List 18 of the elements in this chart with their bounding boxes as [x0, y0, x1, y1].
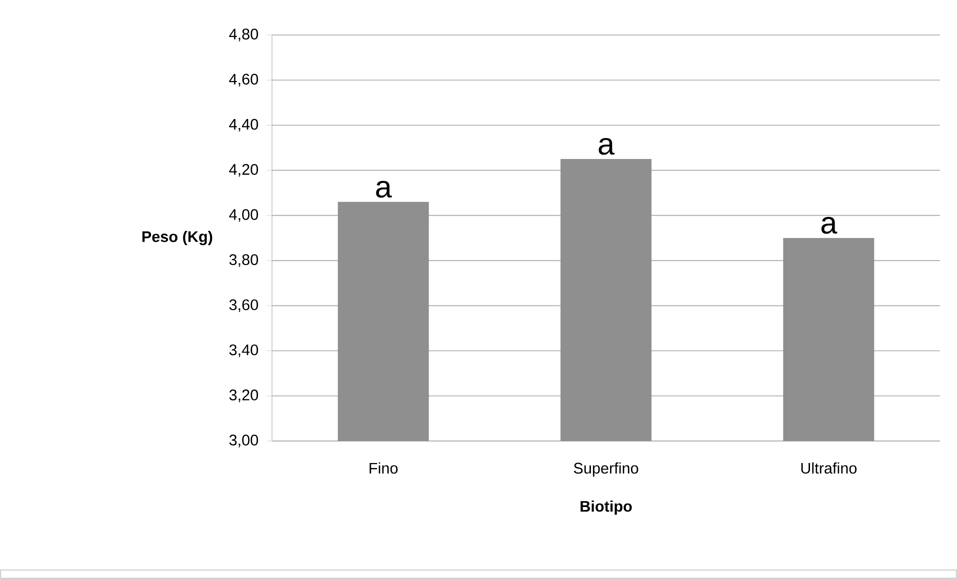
y-tick-label: 3,60 — [229, 299, 258, 312]
y-tick-label: 3,00 — [229, 434, 258, 448]
x-axis-title: Biotipo — [580, 500, 632, 515]
annotation: a — [821, 216, 838, 234]
y-axis-title: Peso (Kg) — [142, 230, 212, 246]
y-tick-label: 3,20 — [229, 390, 258, 402]
y-tick-label: 4,40 — [229, 118, 258, 132]
annotation: a — [598, 138, 615, 155]
y-tick-label: 4,00 — [229, 209, 258, 222]
y-tick-label: 3,40 — [229, 344, 258, 358]
y-tick-label: 4,20 — [229, 164, 258, 177]
y-tick-label: 4,80 — [229, 28, 258, 42]
x-tick-label: Superfino — [574, 462, 638, 477]
annotation: a — [376, 180, 392, 198]
x-tick-label: Fino — [370, 462, 398, 474]
y-tick-label: 4,60 — [229, 74, 258, 86]
y-tick-label: 3,80 — [229, 254, 258, 267]
x-tick-label: Ultrafino — [801, 462, 857, 474]
